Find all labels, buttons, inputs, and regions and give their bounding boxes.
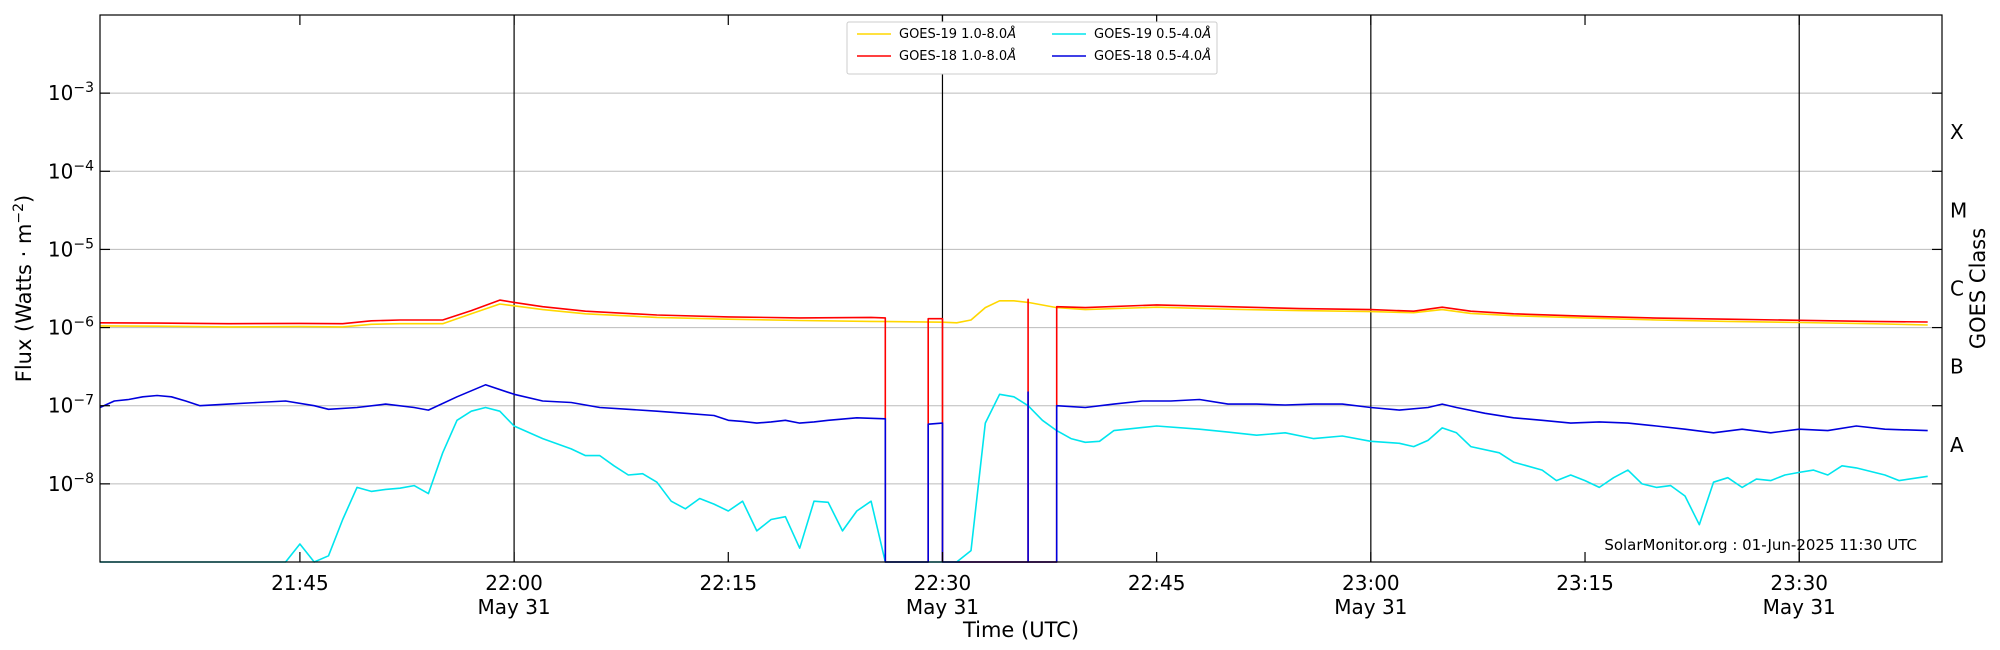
y-axis-title-text: Flux (Watts · m [12, 224, 36, 383]
series-line-goes-19-0-5-4-0 [100, 393, 1928, 563]
legend-entry-name: GOES-18 0.5-4.0 [1094, 49, 1202, 64]
series-line-goes-18-0-5-4-0 [99, 383, 1928, 563]
legend-entry-name: GOES-19 1.0-8.0 [899, 27, 1007, 42]
y-tick-base: 10 [48, 237, 73, 261]
x-tick-label: 21:45 [271, 571, 329, 595]
y-tick-label: 10−5 [48, 236, 94, 261]
legend-entry: GOES-18 1.0-8.0Å [899, 48, 1016, 64]
legend-entry-name: GOES-19 0.5-4.0 [1094, 27, 1202, 42]
legend-box [846, 21, 1218, 75]
y-tick-base: 10 [48, 472, 73, 496]
goes-class-a: A [1950, 433, 1964, 457]
x-tick-date-label: May 31 [1334, 595, 1407, 619]
y-tick-exponent: −7 [73, 393, 94, 409]
y-axis-title-close: ) [12, 195, 36, 203]
y-tick-exponent: −3 [73, 80, 94, 96]
x-tick-label: 22:45 [1128, 571, 1186, 595]
legend-entry: GOES-19 1.0-8.0Å [899, 26, 1016, 42]
goes-class-labels: A B C M X [1950, 120, 1967, 457]
plot-frame [99, 14, 1943, 563]
legend-entry-unit: Å [1201, 48, 1211, 64]
x-tick-label: 23:15 [1556, 571, 1614, 595]
x-tick-label: 23:30 [1770, 571, 1828, 595]
y-tick-label: 10−4 [48, 158, 94, 183]
legend-entry-unit: Å [1006, 48, 1016, 64]
goes-class-c: C [1950, 277, 1964, 301]
series-lines [99, 298, 1928, 563]
y-tick-label: 10−8 [48, 471, 94, 496]
x-tick-label: 22:30 [914, 571, 972, 595]
y-tick-base: 10 [48, 394, 73, 418]
x-tick-label: 22:00 [485, 571, 543, 595]
y-tick-label: 10−3 [48, 80, 94, 105]
x-tick-date-label: May 31 [1763, 595, 1836, 619]
series-line-goes-18-1-0-8-0 [99, 298, 1928, 563]
series-line-goes-19-1-0-8-0 [99, 299, 1928, 328]
goes-class-axis-title: GOES Class [1966, 228, 1990, 349]
legend-entry-unit: Å [1006, 26, 1016, 42]
y-tick-exponent: −4 [73, 158, 94, 174]
y-axis-title: Flux (Watts · m−2) [11, 195, 36, 383]
x-tick-label: 22:15 [699, 571, 757, 595]
legend-entry: GOES-18 0.5-4.0Å [1094, 48, 1211, 64]
x-tick-date-label: May 31 [906, 595, 979, 619]
y-tick-exponent: −6 [73, 315, 94, 331]
y-tick-exponent: −8 [73, 471, 94, 487]
grid-lines [100, 92, 1942, 485]
y-tick-base: 10 [48, 159, 73, 183]
goes-class-b: B [1950, 355, 1964, 379]
y-axis-ticks: 10−810−710−610−510−410−3 [48, 80, 1942, 496]
x-tick-label: 23:00 [1342, 571, 1400, 595]
y-tick-label: 10−6 [48, 315, 94, 340]
x-tick-date-label: May 31 [478, 595, 551, 619]
date-vertical-lines [513, 15, 1800, 562]
y-axis-title-exponent: −2 [11, 203, 27, 224]
solarmonitor-credit: SolarMonitor.org : 01-Jun-2025 11:30 UTC [1604, 536, 1917, 554]
legend-entry-unit: Å [1201, 26, 1211, 42]
y-tick-base: 10 [48, 316, 73, 340]
legend-entry-name: GOES-18 1.0-8.0 [899, 49, 1007, 64]
y-tick-exponent: −5 [73, 236, 94, 252]
y-tick-base: 10 [48, 81, 73, 105]
y-tick-label: 10−7 [48, 393, 94, 418]
goes-class-x: X [1950, 120, 1964, 144]
goes-class-m: M [1950, 198, 1967, 222]
x-axis-title: Time (UTC) [962, 618, 1079, 642]
legend-entry: GOES-19 0.5-4.0Å [1094, 26, 1211, 42]
